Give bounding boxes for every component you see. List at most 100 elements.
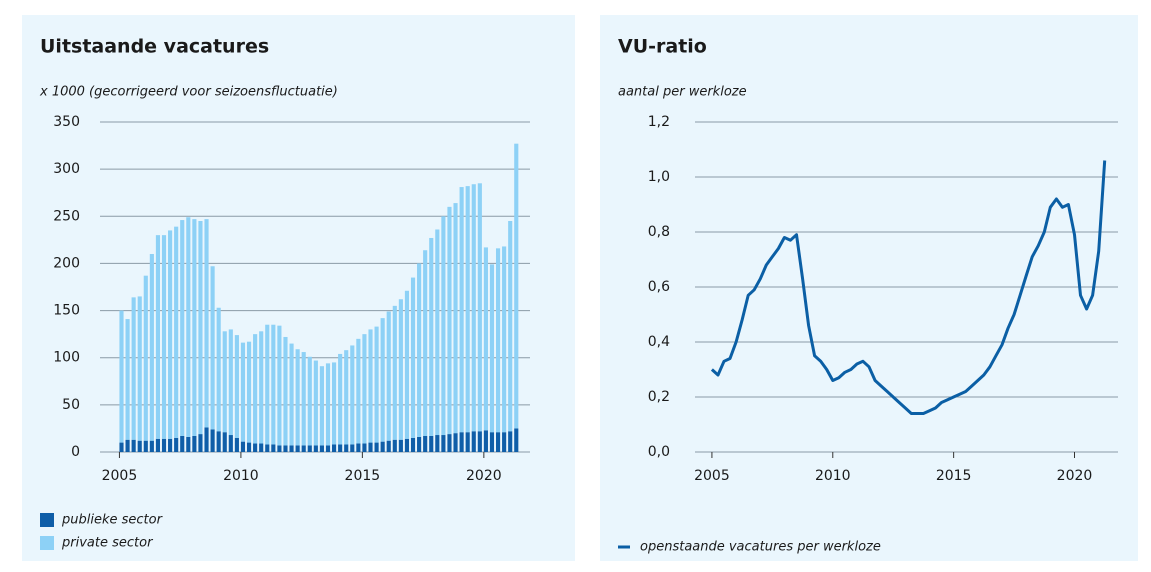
bar-segment [325, 363, 331, 446]
bar-segment [307, 356, 312, 446]
bar-segment [350, 444, 355, 452]
bar-segment [216, 307, 221, 432]
x-tick-label: 2010 [223, 468, 259, 484]
panel [600, 15, 1138, 561]
y-tick-label: 150 [53, 303, 80, 319]
y-tick-label: 250 [53, 208, 80, 224]
bar-segment [174, 437, 179, 452]
bar-segment [374, 442, 379, 452]
legend-label: publieke sector [61, 513, 164, 528]
bar-segment [143, 275, 148, 441]
x-tick-label: 2015 [936, 468, 972, 484]
bar-segment [495, 432, 501, 452]
y-tick-label: 1,0 [648, 169, 670, 185]
bar-segment [149, 440, 154, 452]
y-tick-label: 0,6 [648, 279, 670, 295]
bar-segment [489, 264, 495, 433]
bar-segment [186, 217, 191, 437]
bar-segment [234, 437, 239, 452]
legend-label: openstaande vacatures per werkloze [640, 540, 881, 555]
y-tick-label: 50 [62, 397, 80, 413]
y-tick-label: 0,8 [648, 224, 670, 240]
bar-segment [210, 429, 215, 452]
bar-segment [441, 216, 446, 436]
bar-segment [271, 444, 276, 452]
bar-segment [410, 277, 416, 438]
bar-segment [155, 438, 161, 452]
bar-segment [404, 438, 410, 452]
bar-segment [277, 325, 282, 446]
bar-segment [283, 445, 288, 452]
y-tick-label: 350 [53, 114, 80, 130]
bar-segment [295, 445, 300, 452]
bar-segment [495, 248, 501, 433]
bar-segment [289, 445, 294, 452]
bar-segment [386, 311, 391, 441]
bar-segment [204, 427, 209, 452]
bar-segment [125, 439, 130, 452]
bar-segment [228, 329, 233, 436]
bar-segment [514, 428, 519, 452]
bar-segment [198, 221, 203, 435]
bar-segment [137, 440, 142, 452]
bar-segment [362, 443, 367, 452]
bar-segment [186, 436, 191, 452]
axis-subtitle: aantal per werkloze [618, 85, 747, 100]
bar-segment [204, 219, 209, 428]
bar-segment [319, 445, 324, 452]
bar-segment [246, 341, 252, 443]
bar-segment [313, 360, 318, 446]
bar-segment [356, 338, 361, 444]
bar-segment [417, 263, 422, 437]
bar-segment [295, 349, 300, 446]
bar-segment [192, 219, 197, 436]
x-tick-label: 2020 [466, 468, 502, 484]
bar-segment [502, 432, 507, 452]
bar-segment [447, 434, 452, 452]
bar-segment [477, 183, 482, 432]
bar-segment [338, 353, 343, 445]
bar-segment [234, 335, 239, 438]
bar-segment [246, 442, 252, 452]
bar-segment [301, 445, 306, 452]
bar-segment [265, 324, 270, 445]
bar-segment [362, 334, 367, 444]
bar-segment [417, 436, 422, 452]
bar-segment [368, 329, 373, 443]
y-tick-label: 100 [53, 350, 80, 366]
bar-segment [398, 299, 403, 440]
chart-title: VU-ratio [618, 36, 707, 58]
bar-segment [119, 442, 124, 452]
bar-segment [502, 246, 507, 433]
bar-segment [404, 290, 410, 439]
bar-segment [465, 186, 470, 433]
bar-segment [429, 237, 434, 436]
y-tick-label: 300 [53, 161, 80, 177]
bar-segment [228, 435, 233, 452]
bar-segment [477, 431, 482, 452]
axis-subtitle: x 1000 (gecorrigeerd voor seizoensfluctu… [39, 85, 338, 100]
y-tick-label: 0,4 [648, 334, 670, 350]
bar-segment [514, 143, 519, 429]
bar-segment [356, 443, 361, 452]
x-tick-label: 2010 [815, 468, 851, 484]
bar-segment [398, 439, 403, 452]
bar-segment [240, 342, 246, 442]
bar-segment [222, 331, 227, 433]
bar-segment [149, 254, 154, 441]
bar-segment [447, 206, 452, 435]
bar-segment [271, 324, 276, 445]
bar-segment [459, 432, 464, 452]
y-tick-label: 0,2 [648, 389, 670, 405]
bar-segment [344, 444, 349, 452]
bar-segment [344, 350, 349, 445]
bar-segment [210, 266, 215, 430]
bar-segment [332, 362, 337, 445]
bar-segment [429, 435, 434, 452]
chart-title: Uitstaande vacatures [40, 36, 269, 58]
bar-segment [338, 444, 343, 452]
bar-segment [471, 431, 476, 452]
x-tick-label: 2020 [1057, 468, 1093, 484]
bar-segment [216, 431, 221, 452]
